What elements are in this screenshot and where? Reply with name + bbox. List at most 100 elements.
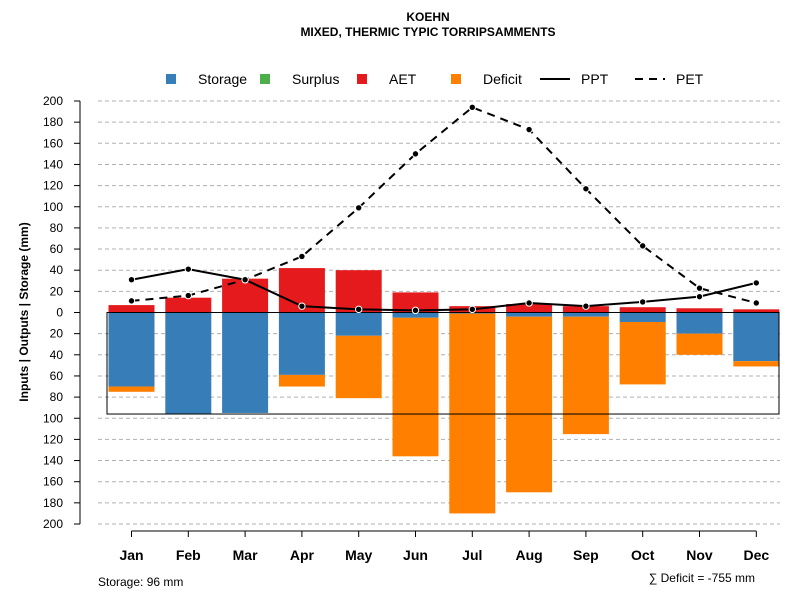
- deficit-bar-apr: [278, 374, 325, 387]
- deficit-bar-jul: [449, 313, 496, 514]
- x-tick-label-oct: Oct: [631, 547, 655, 563]
- ppt-point-aug: [525, 299, 533, 307]
- bars: [108, 268, 780, 514]
- y-tick-label: 20: [50, 284, 64, 298]
- legend-swatch-surplus: [260, 74, 270, 84]
- y-tick-label: 100: [43, 200, 63, 214]
- x-tick-label-may: May: [345, 547, 372, 563]
- legend-swatch-storage: [166, 74, 176, 84]
- ppt-point-jul: [468, 305, 476, 314]
- deficit-bar-may: [335, 335, 382, 399]
- y-tick-label: 200: [43, 94, 63, 108]
- pet-point-may: [355, 204, 363, 212]
- chart-subtitle: MIXED, THERMIC TYPIC TORRIPSAMMENTS: [300, 25, 555, 39]
- pet-point-jun: [411, 150, 420, 158]
- y-tick-label: 40: [50, 348, 64, 362]
- deficit-bar-jan: [108, 386, 155, 392]
- x-tick-label-feb: Feb: [176, 547, 201, 563]
- y-tick-label: 140: [43, 157, 63, 171]
- pet-point-sep: [582, 185, 590, 193]
- aet-bar-feb: [165, 297, 212, 313]
- legend-swatch-deficit: [451, 74, 461, 84]
- storage-bar-nov: [676, 312, 723, 334]
- y-tick-label: 20: [50, 327, 64, 341]
- ppt-point-apr: [298, 302, 306, 310]
- y-tick-label: 120: [43, 432, 63, 446]
- storage-bar-jan: [108, 312, 155, 387]
- pet-point-jan: [127, 297, 136, 305]
- y-tick-label: 60: [50, 369, 64, 383]
- pet-line: [131, 106, 757, 304]
- ppt-point-dec: [752, 279, 760, 287]
- aet-bar-dec: [733, 309, 780, 313]
- ppt-point-jun: [411, 306, 420, 315]
- pet-point-nov: [695, 284, 704, 292]
- pet-point-jul: [468, 103, 476, 112]
- y-tick-label: 180: [43, 496, 63, 510]
- storage-bar-sep: [562, 312, 609, 317]
- storage-note: Storage: 96 mm: [98, 575, 183, 589]
- y-tick-label: 80: [50, 390, 64, 404]
- x-tick-label-jun: Jun: [403, 547, 428, 563]
- pet-point-feb: [184, 291, 193, 300]
- y-axis-label: Inputs | Outputs | Storage (mm): [17, 222, 31, 401]
- legend-label-pet: PET: [676, 71, 704, 87]
- storage-bar-aug: [506, 312, 553, 317]
- x-tick-label-mar: Mar: [233, 547, 258, 563]
- legend: Storage Surplus AET Deficit PPT PET: [166, 71, 704, 87]
- legend-label-surplus: Surplus: [292, 71, 339, 87]
- ppt-line: [131, 268, 757, 312]
- y-tick-label: 60: [50, 242, 64, 256]
- x-tick-label-sep: Sep: [573, 547, 599, 563]
- deficit-sum-note: ∑ Deficit = -755 mm: [649, 571, 755, 585]
- x-tick-label-dec: Dec: [743, 547, 769, 563]
- storage-bar-dec: [733, 312, 780, 362]
- y-tick-label: 160: [43, 475, 63, 489]
- ppt-point-jan: [127, 276, 136, 284]
- x-tick-label-nov: Nov: [686, 547, 713, 563]
- x-tick-label-apr: Apr: [290, 547, 315, 563]
- aet-bar-may: [335, 270, 382, 313]
- legend-swatch-aet: [357, 74, 367, 84]
- storage-bar-jun: [392, 312, 439, 318]
- y-axis: 2001801601401201008060402002040608010012…: [43, 94, 81, 531]
- x-axis: Jan Feb Mar Apr May Jun Jul Aug Sep Oct Nov Dec: [119, 530, 769, 563]
- y-tick-label: 100: [43, 411, 63, 425]
- aet-bar-aug: [506, 304, 553, 313]
- y-tick-label: 140: [43, 454, 63, 468]
- deficit-bar-nov: [676, 333, 723, 355]
- storage-bar-jul: [449, 312, 496, 314]
- y-tick-label: 40: [50, 263, 64, 277]
- storage-bar-oct: [619, 312, 666, 323]
- deficit-bar-oct: [619, 322, 666, 385]
- pet-point-dec: [752, 299, 760, 307]
- aet-bar-nov: [676, 308, 723, 313]
- chart-title: KOEHN: [406, 10, 449, 24]
- legend-label-deficit: Deficit: [483, 71, 522, 87]
- series-lines: [127, 103, 760, 315]
- deficit-bar-sep: [562, 316, 609, 435]
- ppt-point-may: [355, 305, 363, 314]
- y-tick-label: 120: [43, 179, 63, 193]
- storage-bar-may: [335, 312, 382, 336]
- y-tick-label: 160: [43, 136, 63, 150]
- ppt-point-nov: [695, 292, 704, 301]
- pet-point-apr: [298, 252, 306, 261]
- storage-bar-apr: [278, 312, 325, 375]
- y-tick-label: 200: [43, 517, 63, 531]
- legend-label-aet: AET: [389, 71, 417, 87]
- aet-bar-jun: [392, 292, 439, 313]
- pet-point-oct: [639, 242, 647, 250]
- y-tick-label: 180: [43, 115, 63, 129]
- x-tick-label-aug: Aug: [515, 547, 542, 563]
- legend-label-storage: Storage: [198, 71, 247, 87]
- y-tick-label: 0: [56, 306, 63, 320]
- aet-bar-jan: [108, 305, 155, 313]
- deficit-bar-jun: [392, 317, 439, 457]
- deficit-bar-aug: [506, 316, 553, 493]
- deficit-bar-dec: [733, 361, 780, 367]
- x-tick-label-jul: Jul: [462, 547, 482, 563]
- legend-label-ppt: PPT: [581, 71, 609, 87]
- storage-bar-mar: [222, 312, 269, 413]
